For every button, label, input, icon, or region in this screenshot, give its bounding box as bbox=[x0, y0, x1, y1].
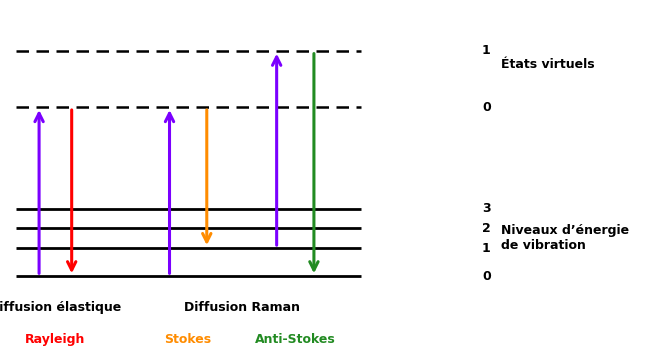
Text: Diffusion élastique: Diffusion élastique bbox=[0, 302, 122, 314]
Text: Diffusion Raman: Diffusion Raman bbox=[184, 302, 300, 314]
Text: Niveaux d’énergie
de vibration: Niveaux d’énergie de vibration bbox=[501, 224, 630, 252]
Text: Rayleigh: Rayleigh bbox=[25, 333, 85, 346]
Text: 0: 0 bbox=[482, 101, 491, 114]
Text: 1: 1 bbox=[482, 241, 491, 255]
Text: 3: 3 bbox=[482, 202, 490, 215]
Text: Anti-Stokes: Anti-Stokes bbox=[255, 333, 336, 346]
Text: 0: 0 bbox=[482, 270, 491, 283]
Text: 2: 2 bbox=[482, 222, 491, 235]
Text: États virtuels: États virtuels bbox=[501, 58, 595, 72]
Text: Stokes: Stokes bbox=[164, 333, 212, 346]
Text: 1: 1 bbox=[482, 44, 491, 57]
